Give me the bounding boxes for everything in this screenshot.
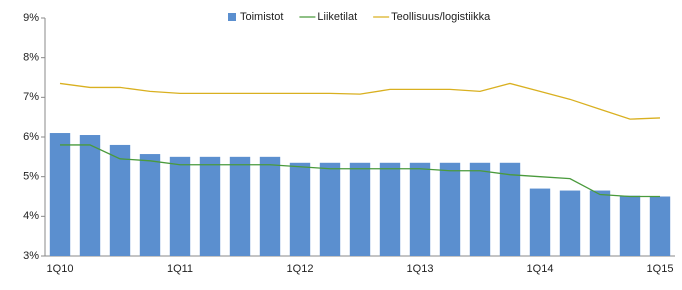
bar [49,133,71,256]
x-tick-label: 1Q14 [527,263,554,275]
legend-label: Toimistot [240,11,283,23]
bar [469,162,491,256]
bar [529,188,551,256]
x-tick-label: 1Q11 [167,263,193,275]
y-tick-label: 9% [23,12,39,24]
bar [439,162,461,256]
line [60,144,660,198]
y-tick-label: 5% [23,171,39,183]
bar [649,196,671,256]
bar [589,190,611,256]
bar [289,162,311,256]
bar [319,162,341,256]
x-tick-label: 1Q13 [407,263,434,275]
bar [79,135,101,256]
bar [379,162,401,256]
x-tick-label: 1Q10 [47,263,74,275]
x-tick-label: 1Q15 [647,263,674,275]
line [59,82,661,120]
y-tick-label: 4% [23,210,39,222]
x-tick-label: 1Q12 [287,263,314,275]
legend-swatch [228,13,236,21]
legend-label: Liiketilat [317,11,357,23]
bar [139,154,161,256]
bar [109,144,131,256]
y-tick-label: 6% [23,131,39,143]
bar [349,162,371,256]
bar [199,156,221,256]
bar [169,156,191,256]
bar [259,156,281,256]
y-tick-label: 8% [23,52,39,64]
bar [229,156,251,256]
legend-label: Teollisuus/logistiikka [391,11,491,23]
y-tick-label: 3% [23,250,39,262]
bar [559,190,581,256]
bar [499,162,521,256]
y-tick-label: 7% [23,91,39,103]
bar [409,162,431,256]
bar [619,195,641,256]
